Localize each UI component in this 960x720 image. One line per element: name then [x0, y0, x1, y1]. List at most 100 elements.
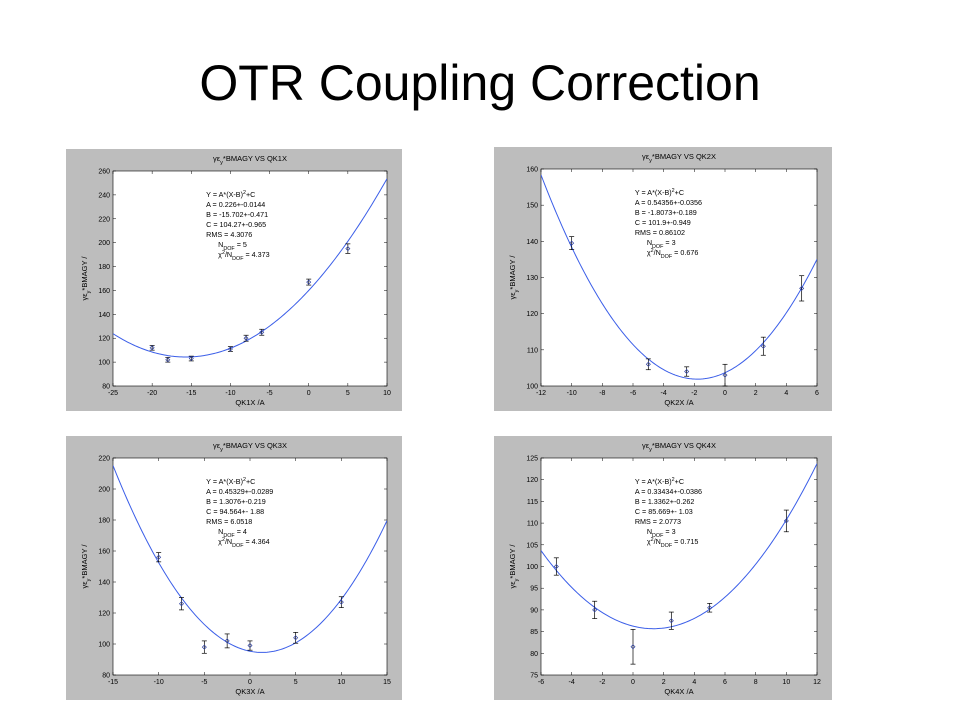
y-tick-label: 220 — [98, 216, 110, 223]
y-tick-label: 120 — [98, 336, 110, 343]
data-point — [707, 603, 713, 613]
data-point — [156, 552, 162, 563]
fit-annotation-line: A = 0.226+-0.0144 — [206, 200, 265, 209]
data-point — [345, 243, 351, 254]
marker — [783, 518, 789, 524]
y-tick-label: 120 — [526, 477, 538, 484]
y-tick-label: 110 — [527, 521, 538, 528]
data-point — [783, 509, 789, 533]
marker — [156, 554, 162, 560]
marker — [179, 601, 184, 607]
data-point — [243, 334, 249, 342]
y-tick-label: 220 — [98, 456, 110, 463]
x-tick-label: 4 — [784, 390, 788, 397]
marker — [243, 335, 249, 341]
fit-annotation-line: C = 85.669+- 1.03 — [635, 507, 693, 516]
y-tick-label: 100 — [98, 642, 110, 649]
chart-title: γεy*BMAGY VS QK3X — [213, 441, 287, 453]
fit-annotation-line: χ2/NDOF = 0.676 — [647, 248, 699, 260]
marker — [247, 643, 253, 649]
data-point — [188, 355, 194, 362]
x-tick-label: -6 — [538, 679, 544, 686]
data-point — [306, 278, 312, 286]
x-tick-label: -20 — [147, 390, 157, 397]
y-tick-label: 160 — [526, 167, 538, 174]
data-point — [722, 363, 728, 387]
x-tick-label: 15 — [383, 679, 391, 686]
marker — [259, 329, 265, 335]
fit-annotation-line: A = 0.54356+-0.0356 — [635, 198, 702, 207]
marker — [707, 605, 713, 611]
chart-panel-qk1x: γεy*BMAGY VS QK1X -25 -20 -15 -10 -5 0 5 10 80 100… — [66, 149, 402, 411]
fit-annotation-line: Y = A*(X-B)2+C — [635, 188, 684, 197]
y-tick-label: 140 — [98, 580, 110, 587]
fit-annotation-line: NDOF = 3 — [647, 527, 676, 539]
x-tick-label: 0 — [307, 390, 311, 397]
fit-annotation-line: RMS = 2.0773 — [635, 517, 681, 526]
y-tick-label: 90 — [530, 607, 538, 614]
x-axis-label: QK3X /A — [235, 687, 264, 696]
data-point — [179, 597, 184, 611]
fit-annotation-line: B = -1.8073+-0.189 — [635, 208, 697, 217]
fit-annotation-line: Y = A*(X-B)2+C — [206, 477, 255, 486]
y-tick-label: 130 — [526, 275, 538, 282]
fit-annotation-line: RMS = 0.86102 — [635, 228, 685, 237]
data-point — [760, 336, 766, 356]
plot-area — [540, 457, 818, 676]
y-tick-label: 100 — [526, 564, 538, 571]
y-axis-label: γεy*BMAGY / — [508, 255, 520, 300]
data-point — [592, 600, 598, 619]
x-tick-label: 2 — [754, 390, 758, 397]
fit-annotation-line: RMS = 6.0518 — [206, 517, 252, 526]
y-tick-label: 120 — [98, 611, 110, 618]
y-tick-label: 150 — [526, 203, 538, 210]
chart-title: γεy*BMAGY VS QK1X — [213, 154, 287, 166]
marker — [188, 356, 194, 362]
data-point — [630, 629, 636, 665]
marker — [722, 372, 728, 378]
marker — [293, 635, 299, 641]
fit-annotation-line: NDOF = 5 — [218, 240, 247, 252]
fit-curve — [113, 178, 387, 358]
marker — [306, 279, 312, 285]
x-tick-label: 12 — [813, 679, 821, 686]
y-tick-label: 200 — [98, 487, 110, 494]
marker — [553, 564, 559, 569]
y-axis-label: γεy*BMAGY / — [508, 544, 520, 589]
fit-annotation-line: C = 94.564+- 1.88 — [206, 507, 264, 516]
data-point — [259, 328, 265, 336]
data-point — [227, 346, 233, 352]
x-tick-label: 0 — [723, 390, 727, 397]
fit-annotation-line: C = 101.9+-0.949 — [635, 218, 691, 227]
data-point — [224, 633, 230, 649]
chart-svg: γεy*BMAGY VS QK3X -15 -10 -5 0 5 10 15 80 100 120 1… — [80, 441, 391, 696]
y-tick-label: 180 — [98, 264, 110, 271]
marker — [760, 343, 766, 349]
fit-annotation-line: B = 1.3076+-0.219 — [206, 497, 266, 506]
x-tick-label: 2 — [662, 679, 666, 686]
marker — [569, 240, 575, 246]
x-tick-label: 10 — [782, 679, 790, 686]
fit-annotation-line: Y = A*(X-B)2+C — [635, 477, 684, 486]
marker — [224, 638, 230, 644]
x-tick-label: 0 — [248, 679, 252, 686]
y-tick-label: 260 — [98, 169, 110, 176]
marker — [201, 644, 207, 650]
x-tick-label: 5 — [294, 679, 298, 686]
fit-annotation-line: χ2/NDOF = 0.715 — [647, 537, 699, 549]
x-tick-label: -6 — [630, 390, 636, 397]
chart-title: γεy*BMAGY VS QK2X — [642, 152, 716, 164]
data-point — [553, 557, 559, 576]
x-tick-label: 10 — [383, 390, 391, 397]
y-tick-label: 80 — [102, 384, 110, 391]
y-tick-label: 140 — [98, 312, 110, 319]
y-tick-label: 115 — [527, 499, 538, 506]
y-tick-label: 105 — [526, 542, 538, 549]
fit-annotation-line: C = 104.27+-0.965 — [206, 220, 266, 229]
fit-curve — [541, 463, 817, 630]
marker — [338, 599, 344, 605]
chart-title: γεy*BMAGY VS QK4X — [642, 441, 716, 453]
marker — [645, 361, 651, 367]
chart-panel-qk4x: γεy*BMAGY VS QK4X -6 -4 -2 0 2 4 6 8 10 12 75 80 85 90… — [494, 436, 832, 700]
x-tick-label: 10 — [337, 679, 345, 686]
